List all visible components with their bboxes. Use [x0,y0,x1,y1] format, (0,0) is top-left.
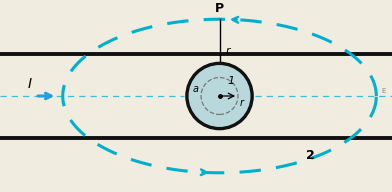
Circle shape [189,66,250,126]
Text: 2: 2 [306,149,314,162]
Text: r: r [240,98,244,108]
Circle shape [186,62,253,130]
Text: 1: 1 [228,76,235,86]
Text: E: E [382,88,386,94]
Text: P: P [215,2,224,15]
Text: r: r [225,46,230,56]
Text: a: a [193,84,199,94]
Text: I: I [27,77,31,91]
